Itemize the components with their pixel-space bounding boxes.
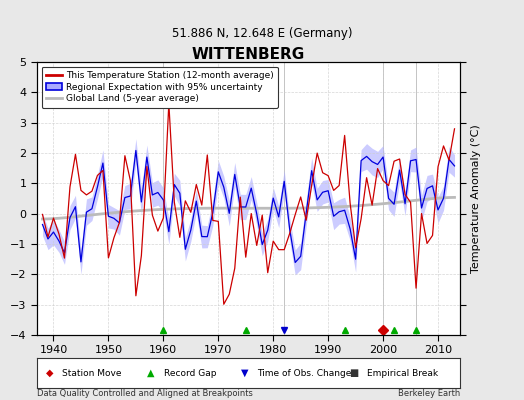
- Title: WITTENBERG: WITTENBERG: [192, 47, 305, 62]
- Text: Empirical Break: Empirical Break: [367, 368, 438, 378]
- Text: ▲: ▲: [147, 368, 155, 378]
- Text: Data Quality Controlled and Aligned at Breakpoints: Data Quality Controlled and Aligned at B…: [37, 389, 253, 398]
- Text: Record Gap: Record Gap: [164, 368, 216, 378]
- Text: ◆: ◆: [46, 368, 53, 378]
- Text: Berkeley Earth: Berkeley Earth: [398, 389, 460, 398]
- Text: Time of Obs. Change: Time of Obs. Change: [257, 368, 351, 378]
- Text: Station Move: Station Move: [62, 368, 122, 378]
- Text: 51.886 N, 12.648 E (Germany): 51.886 N, 12.648 E (Germany): [172, 27, 352, 40]
- Y-axis label: Temperature Anomaly (°C): Temperature Anomaly (°C): [471, 124, 481, 273]
- Text: ▼: ▼: [241, 368, 248, 378]
- Legend: This Temperature Station (12-month average), Regional Expectation with 95% uncer: This Temperature Station (12-month avera…: [41, 66, 278, 108]
- Text: ■: ■: [350, 368, 359, 378]
